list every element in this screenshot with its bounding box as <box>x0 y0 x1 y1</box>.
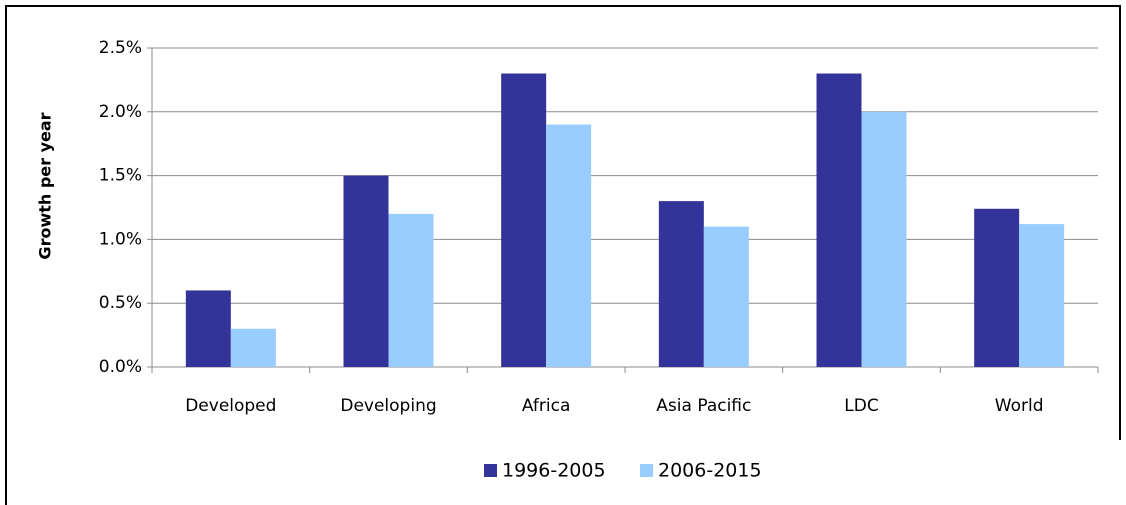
bar <box>816 73 862 368</box>
x-tick-label: Developed <box>185 396 276 416</box>
bar <box>343 175 389 367</box>
legend-label: 1996-2005 <box>502 460 606 482</box>
y-tick-label: 2.0% <box>99 102 142 122</box>
x-tick-label: Developing <box>340 396 436 416</box>
chart-frame <box>5 5 1121 505</box>
x-tick-label: LDC <box>844 396 878 416</box>
bar <box>501 73 547 368</box>
legend-swatch <box>640 464 653 477</box>
y-tick-label: 0.5% <box>99 293 142 313</box>
bar <box>861 111 907 367</box>
bar <box>658 201 704 367</box>
y-tick-label: 1.5% <box>99 166 142 186</box>
bar <box>230 328 276 367</box>
legend-swatch <box>484 464 497 477</box>
bar <box>1019 224 1065 367</box>
bar <box>703 226 749 367</box>
x-tick-label: World <box>995 396 1044 416</box>
y-tick-label: 1.0% <box>99 229 142 249</box>
y-tick-label: 2.5% <box>99 38 142 58</box>
x-tick-label: Africa <box>522 396 571 416</box>
bar <box>388 213 434 367</box>
bar <box>185 290 231 367</box>
y-axis-label: Growth per year <box>36 112 55 259</box>
legend-label: 2006-2015 <box>658 460 762 482</box>
x-tick-label: Asia Pacific <box>656 396 751 416</box>
y-tick-label: 0.0% <box>99 357 142 377</box>
bar <box>974 208 1020 367</box>
bar <box>546 124 592 367</box>
